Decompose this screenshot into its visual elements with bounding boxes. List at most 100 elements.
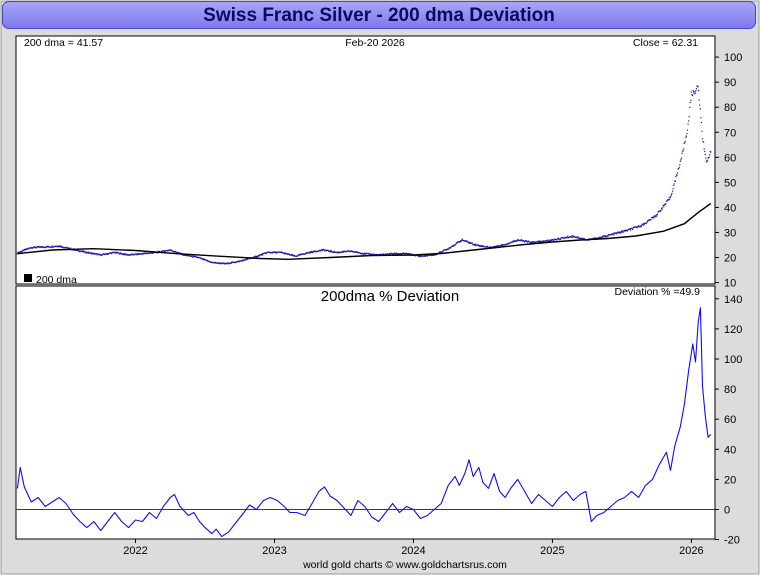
price-dot [23, 250, 25, 252]
price-dot [341, 250, 344, 253]
price-dot [699, 104, 701, 106]
deviation-line [16, 307, 712, 538]
price-dot [660, 209, 662, 212]
price-dot [656, 213, 659, 215]
price-dot [530, 242, 532, 244]
price-dot [393, 253, 395, 255]
price-dot [698, 99, 700, 101]
price-dot [92, 253, 94, 255]
price-dot [577, 236, 579, 238]
price-dot [672, 188, 674, 190]
price-dot [274, 251, 276, 253]
price-dot [238, 261, 240, 263]
price-dot [559, 238, 562, 240]
price-dot [521, 239, 523, 241]
deviation-y-tick-label: -20 [724, 535, 740, 547]
price-dot [653, 215, 655, 217]
price-dot [576, 236, 578, 238]
price-dot [195, 256, 197, 258]
price-dot [680, 157, 683, 159]
price-dot [653, 217, 655, 219]
price-dot [661, 208, 663, 210]
price-dot [390, 253, 392, 255]
price-dot [473, 243, 476, 245]
price-dot [462, 239, 464, 241]
price-dot [70, 247, 72, 249]
price-dot [395, 253, 397, 255]
price-dot [318, 250, 320, 253]
price-dot [96, 253, 98, 255]
price-dot [37, 246, 39, 248]
price-dot [207, 259, 209, 262]
price-dot [423, 255, 425, 257]
price-dot [499, 245, 501, 247]
price-dot [668, 197, 670, 199]
price-dot [536, 241, 538, 244]
price-dot [388, 253, 390, 255]
price-dot [562, 236, 564, 238]
price-dot [91, 252, 93, 254]
price-dot [557, 238, 559, 240]
price-dot [142, 253, 144, 255]
price-dot [656, 214, 658, 216]
price-dot [203, 258, 205, 260]
price-dot [619, 232, 621, 234]
price-dot [551, 239, 553, 242]
price-dot [540, 240, 542, 242]
price-dot [663, 205, 665, 207]
price-dot [685, 136, 687, 138]
price-dot [652, 216, 654, 218]
price-dot [602, 236, 604, 238]
price-dot [323, 249, 325, 251]
price-dot [693, 91, 695, 93]
price-dot [333, 250, 335, 252]
price-dot [603, 235, 605, 237]
price-dot [504, 244, 507, 246]
price-dot [290, 254, 293, 256]
price-dot [453, 244, 456, 247]
price-dot [501, 245, 503, 247]
price-dot [162, 250, 164, 252]
price-dot [606, 236, 608, 238]
price-dot [688, 120, 690, 122]
price-dot [389, 252, 391, 255]
deviation-y-tick-label: 80 [724, 384, 736, 396]
price-dot [615, 233, 618, 235]
price-dot [524, 240, 526, 242]
price-dot [459, 241, 461, 243]
price-y-tick-label: 70 [724, 127, 736, 139]
price-dot [572, 236, 574, 238]
price-dot [46, 246, 48, 248]
price-dot [261, 253, 263, 255]
price-dot [598, 237, 600, 239]
price-y-tick-label: 80 [724, 102, 736, 114]
price-dot [129, 254, 131, 256]
price-dot [700, 117, 702, 119]
price-dot [517, 238, 519, 241]
price-dot [618, 231, 620, 233]
price-dot [699, 108, 701, 110]
price-dot [131, 254, 133, 256]
price-dot [710, 151, 712, 153]
price-y-tick-label: 60 [724, 152, 736, 164]
price-dot [468, 242, 470, 244]
price-dot [220, 263, 222, 265]
price-dot [450, 247, 452, 249]
price-dot [90, 252, 92, 254]
price-dot [577, 237, 579, 239]
price-dot [645, 222, 648, 224]
price-dot [709, 154, 711, 156]
price-dot [594, 237, 597, 239]
price-dot [309, 252, 311, 254]
price-dot [690, 91, 693, 93]
price-dot [50, 246, 52, 248]
price-dot [687, 123, 689, 125]
price-dot [45, 246, 47, 249]
price-dot [312, 251, 314, 254]
price-dot [300, 254, 303, 256]
price-dot [461, 239, 463, 241]
price-dot [310, 251, 313, 253]
price-dot [242, 260, 244, 262]
price-dot [629, 229, 631, 231]
